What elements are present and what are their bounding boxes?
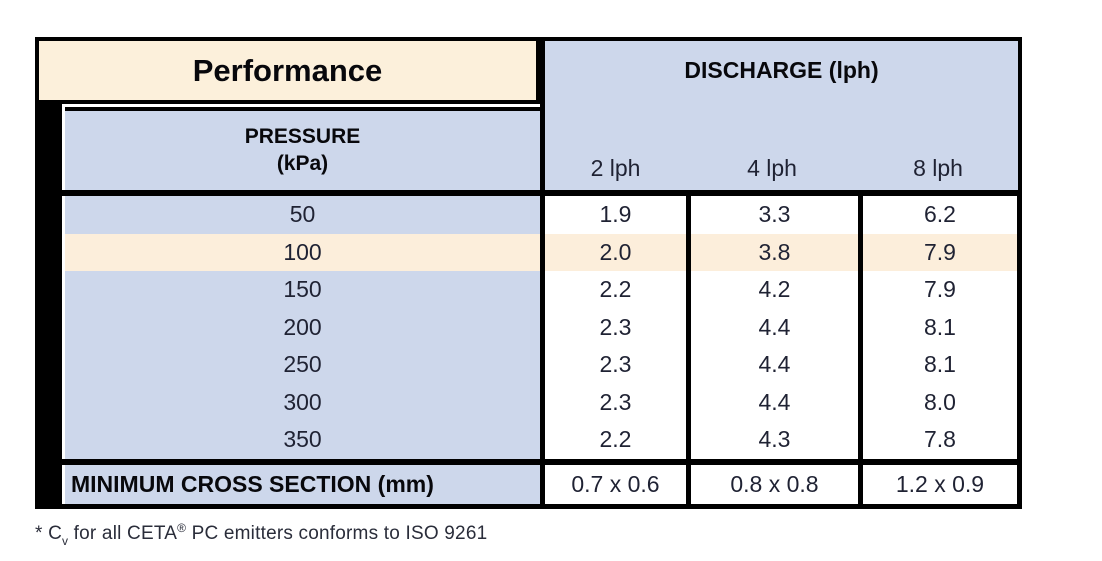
table-row-150: 150 2.2 4.2 7.9 bbox=[65, 271, 1022, 309]
table-row-100-highlighted: 100 2.0 3.8 7.9 bbox=[65, 233, 1022, 271]
data-cell: 7.9 bbox=[858, 271, 1022, 309]
column-label-8lph: 8 lph bbox=[913, 155, 963, 181]
data-cell: 8.1 bbox=[858, 308, 1022, 346]
performance-table: Performance PRESSURE (kPa) DISCHARGE (lp… bbox=[35, 37, 1022, 509]
footnote-middle: for all CETA bbox=[68, 523, 178, 544]
data-cell: 2.2 bbox=[540, 271, 686, 309]
min-cross-section-row: MINIMUM CROSS SECTION (mm) 0.7 x 0.6 0.8… bbox=[65, 464, 1022, 504]
data-cell: 3.8 bbox=[686, 233, 858, 271]
header-left: Performance PRESSURE (kPa) bbox=[35, 37, 540, 190]
discharge-header-block: DISCHARGE (lph) 2 lph 4 lph 8 lph bbox=[540, 37, 1022, 190]
data-cell: 2.3 bbox=[540, 346, 686, 384]
data-cell: 6.2 bbox=[858, 196, 1022, 234]
footnote-tail: PC emitters conforms to ISO 9261 bbox=[186, 523, 488, 544]
data-cell: 2.3 bbox=[540, 308, 686, 346]
min-cross-section-value: 0.7 x 0.6 bbox=[540, 464, 686, 504]
min-cross-section-label: MINIMUM CROSS SECTION (mm) bbox=[65, 464, 540, 504]
body-footer-divider bbox=[35, 458, 1022, 465]
data-cell: 4.4 bbox=[686, 383, 858, 421]
min-cross-section-value: 1.2 x 0.9 bbox=[858, 464, 1022, 504]
registered-trademark-symbol: ® bbox=[177, 521, 187, 535]
footnote-prefix: * C bbox=[35, 523, 62, 544]
pressure-header-line1: PRESSURE bbox=[244, 125, 361, 149]
footnote: * Cv for all CETA® PC emitters conforms … bbox=[35, 521, 487, 548]
data-cell: 1.9 bbox=[540, 196, 686, 234]
table-body: 50 1.9 3.3 6.2 100 2.0 3.8 7.9 150 2.2 4… bbox=[35, 196, 1022, 459]
table-row-50: 50 1.9 3.3 6.2 bbox=[65, 196, 1022, 234]
data-cell: 2.0 bbox=[540, 233, 686, 271]
discharge-title: DISCHARGE (lph) bbox=[684, 57, 879, 83]
pressure-cell: 150 bbox=[65, 271, 540, 309]
left-accent-bar bbox=[35, 104, 62, 509]
data-cell: 4.4 bbox=[686, 346, 858, 384]
pressure-cell: 200 bbox=[65, 308, 540, 346]
pressure-cell: 250 bbox=[65, 346, 540, 384]
discharge-column-labels: 2 lph 4 lph 8 lph bbox=[545, 155, 1018, 182]
pressure-cell: 100 bbox=[65, 233, 540, 271]
table-header: Performance PRESSURE (kPa) DISCHARGE (lp… bbox=[35, 37, 1022, 190]
data-cell: 7.9 bbox=[858, 233, 1022, 271]
column-label-2lph: 2 lph bbox=[590, 155, 641, 181]
performance-title: Performance bbox=[35, 37, 540, 104]
footnote-subscript-v: v bbox=[62, 534, 69, 548]
data-cell: 2.3 bbox=[540, 383, 686, 421]
pressure-cell: 50 bbox=[65, 196, 540, 234]
data-cell: 7.8 bbox=[858, 421, 1022, 459]
pressure-header: PRESSURE (kPa) bbox=[65, 107, 540, 190]
header-divider bbox=[35, 190, 1022, 196]
table-row-250: 250 2.3 4.4 8.1 bbox=[65, 346, 1022, 384]
table-bottom-border bbox=[35, 503, 1022, 509]
pressure-cell: 300 bbox=[65, 383, 540, 421]
column-label-4lph: 4 lph bbox=[747, 155, 797, 181]
table-row-200: 200 2.3 4.4 8.1 bbox=[65, 308, 1022, 346]
data-cell: 4.4 bbox=[686, 308, 858, 346]
data-cell: 8.1 bbox=[858, 346, 1022, 384]
data-cell: 4.3 bbox=[686, 421, 858, 459]
data-cell: 2.2 bbox=[540, 421, 686, 459]
data-cell: 3.3 bbox=[686, 196, 858, 234]
data-cell: 4.2 bbox=[686, 271, 858, 309]
pressure-cell: 350 bbox=[65, 421, 540, 459]
pressure-header-line2: (kPa) bbox=[276, 151, 329, 175]
min-cross-section-value: 0.8 x 0.8 bbox=[686, 464, 858, 504]
table-row-300: 300 2.3 4.4 8.0 bbox=[65, 383, 1022, 421]
data-cell: 8.0 bbox=[858, 383, 1022, 421]
table-row-350: 350 2.2 4.3 7.8 bbox=[65, 421, 1022, 459]
